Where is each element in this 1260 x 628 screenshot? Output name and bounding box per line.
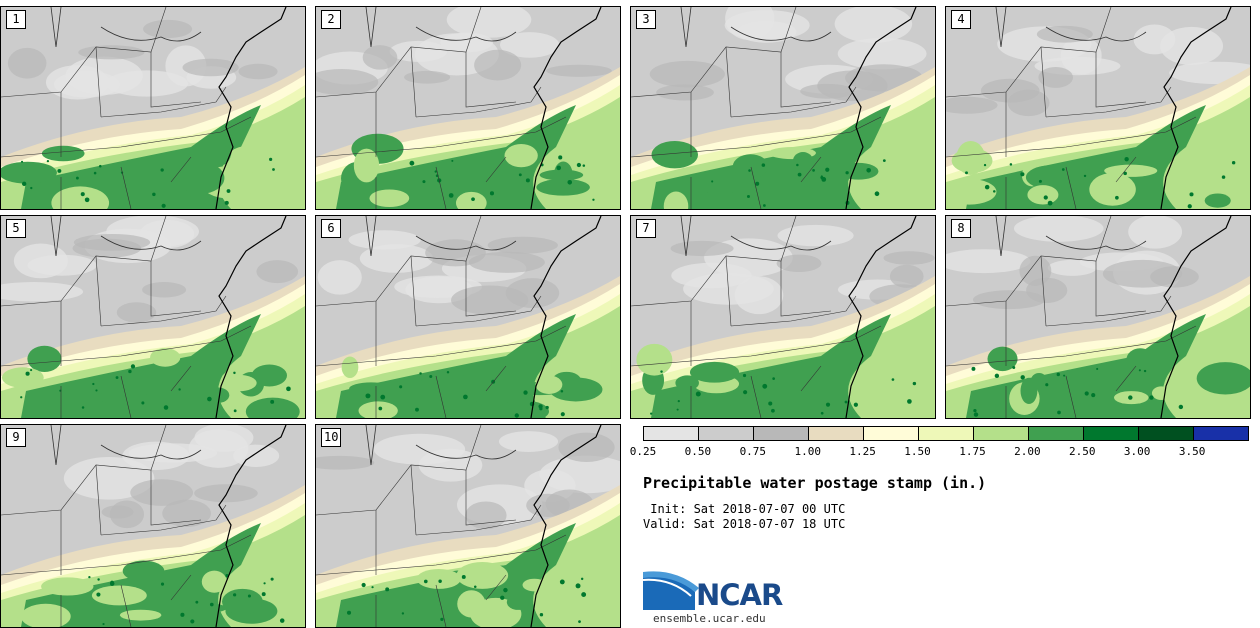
panel-label: 1 <box>6 10 26 29</box>
colorbar-segment <box>1194 427 1248 440</box>
stamp-panel-2: 2 <box>315 6 621 210</box>
colorbar-tick-label: 0.50 <box>684 445 712 458</box>
map-1 <box>1 7 305 209</box>
colorbar-segment <box>754 427 809 440</box>
panel-label: 10 <box>321 428 342 447</box>
colorbar-segment <box>1029 427 1084 440</box>
ncar-logo-swoosh <box>643 571 699 610</box>
stamp-panel-5: 5 <box>0 215 306 419</box>
stamp-panel-9: 9 <box>0 424 306 628</box>
colorbar <box>643 426 1249 441</box>
colorbar-segment <box>919 427 974 440</box>
stamp-panel-8: 8 <box>945 215 1251 419</box>
panel-label: 5 <box>6 219 26 238</box>
stamp-panel-7: 7 <box>630 215 936 419</box>
panel-label: 2 <box>321 10 341 29</box>
colorbar-tick-label: 3.00 <box>1123 445 1151 458</box>
map-9 <box>1 425 305 627</box>
colorbar-segment <box>1139 427 1194 440</box>
stamp-panel-10: 10 <box>315 424 621 628</box>
colorbar-segment <box>699 427 754 440</box>
stamp-panel-3: 3 <box>630 6 936 210</box>
plot-title: Precipitable water postage stamp (in.) <box>643 474 987 492</box>
valid-time: Valid: Sat 2018-07-07 18 UTC <box>643 517 846 531</box>
colorbar-segment <box>644 427 699 440</box>
map-5 <box>1 216 305 418</box>
map-3 <box>631 7 935 209</box>
colorbar-tick-label: 3.50 <box>1178 445 1206 458</box>
stamp-panel-4: 4 <box>945 6 1251 210</box>
stamp-panel-1: 1 <box>0 6 306 210</box>
colorbar-tick-label: 1.50 <box>904 445 931 458</box>
colorbar-segment <box>809 427 864 440</box>
panel-label: 3 <box>636 10 656 29</box>
colorbar-tick-label: 2.50 <box>1069 445 1096 458</box>
panel-label: 8 <box>951 219 971 238</box>
stamp-panel-6: 6 <box>315 215 621 419</box>
colorbar-tick-label: 1.25 <box>849 445 876 458</box>
site-url[interactable]: ensemble.ucar.edu <box>653 612 766 625</box>
map-4 <box>946 7 1250 209</box>
panel-label: 6 <box>321 219 341 238</box>
init-time: Init: Sat 2018-07-07 00 UTC <box>643 502 846 516</box>
map-8 <box>946 216 1250 418</box>
panel-label: 4 <box>951 10 971 29</box>
map-6 <box>316 216 620 418</box>
colorbar-tick-label: 1.00 <box>794 445 821 458</box>
colorbar-segment <box>1084 427 1139 440</box>
ncar-logo-text: NCAR <box>696 578 783 612</box>
colorbar-segment <box>974 427 1029 440</box>
colorbar-tick-label: 0.75 <box>739 445 767 458</box>
colorbar-tick-label: 2.00 <box>1014 445 1041 458</box>
map-10 <box>316 425 620 627</box>
colorbar-segment <box>864 427 919 440</box>
colorbar-tick-label: 1.75 <box>959 445 986 458</box>
map-7 <box>631 216 935 418</box>
colorbar-tick-label: 0.25 <box>629 445 657 458</box>
panel-label: 9 <box>6 428 26 447</box>
map-2 <box>316 7 620 209</box>
panel-label: 7 <box>636 219 656 238</box>
